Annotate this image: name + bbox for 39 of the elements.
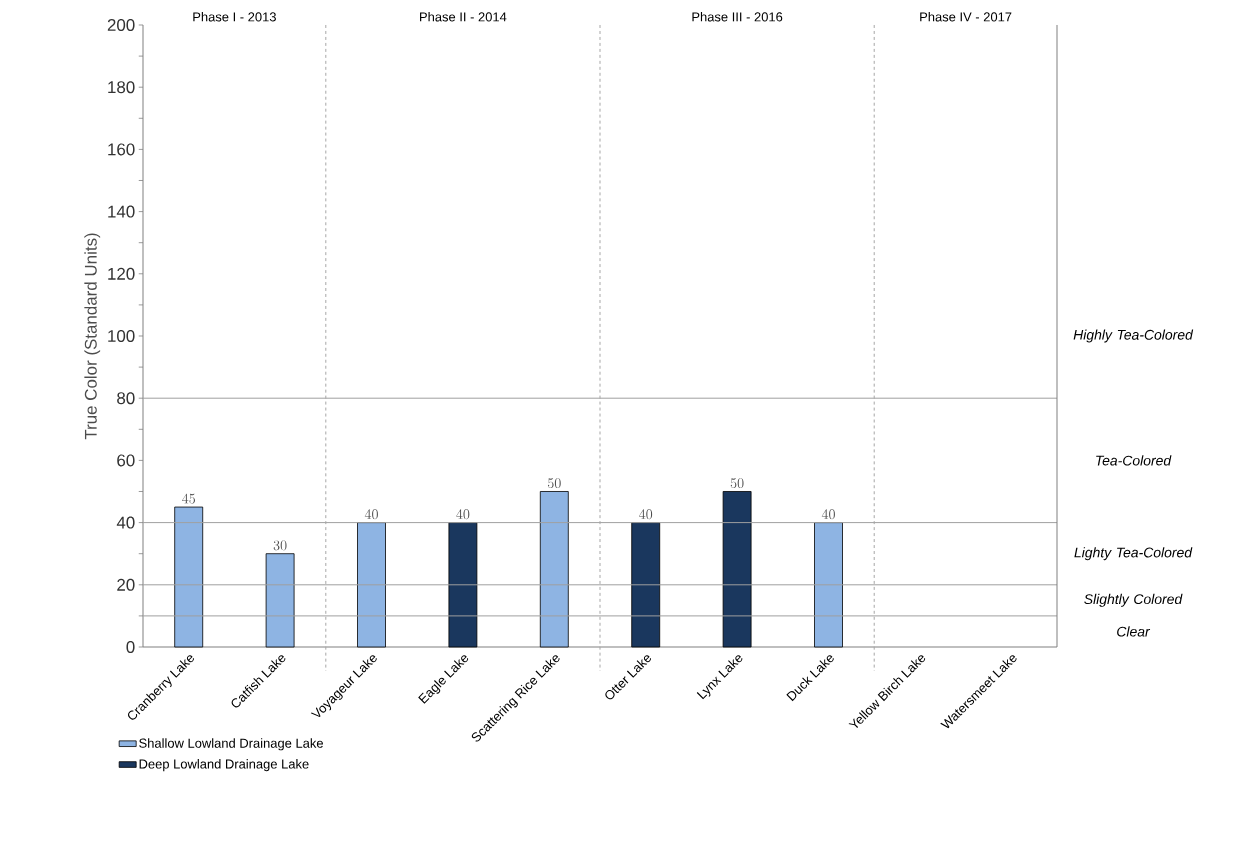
legend-label: Shallow Lowland Drainage Lake	[139, 738, 323, 751]
bar	[448, 522, 478, 648]
text: Lighty Tea-Colored	[1074, 547, 1193, 561]
y-tick-label: 0	[126, 641, 135, 653]
data-label: 40	[821, 509, 835, 520]
text: Slightly Colored	[1084, 593, 1183, 607]
y-tick-label: 60	[117, 454, 135, 467]
y-tick-label: 80	[117, 392, 135, 405]
bar	[174, 506, 204, 648]
data-label: 45	[182, 493, 196, 504]
text: Highly Tea-Colored	[1073, 329, 1194, 343]
bar	[539, 491, 569, 648]
y-tick-label: 100	[108, 330, 135, 342]
data-label: 40	[364, 509, 378, 520]
data-label: 40	[639, 509, 653, 520]
bar	[722, 491, 752, 648]
text: Clear	[1117, 626, 1151, 637]
text: Phase III - 2016	[692, 11, 783, 22]
text: Phase II - 2014	[420, 11, 507, 22]
text: Tea-Colored	[1096, 455, 1172, 466]
legend-label: Deep Lowland Drainage Lake	[139, 759, 309, 772]
y-tick-label: 180	[108, 81, 135, 94]
y-tick-label: 40	[116, 516, 135, 529]
y-tick-label: 20	[117, 578, 135, 591]
y-tick-label: 120	[108, 267, 135, 280]
y-axis-title: True Color (Standard Units)	[84, 233, 101, 440]
text: Phase IV - 2017	[920, 11, 1012, 22]
data-label: 30	[273, 540, 287, 551]
y-tick-label: 140	[108, 205, 135, 218]
bar	[814, 522, 843, 648]
data-label: 50	[547, 478, 561, 489]
data-label: 40	[456, 509, 470, 520]
data-label: 50	[730, 478, 744, 489]
bar	[357, 522, 386, 648]
bar	[631, 522, 661, 648]
bar	[265, 553, 295, 648]
y-tick-label: 160	[108, 143, 135, 156]
text: Phase I - 2013	[193, 11, 276, 22]
y-tick-label: 200	[107, 18, 135, 31]
